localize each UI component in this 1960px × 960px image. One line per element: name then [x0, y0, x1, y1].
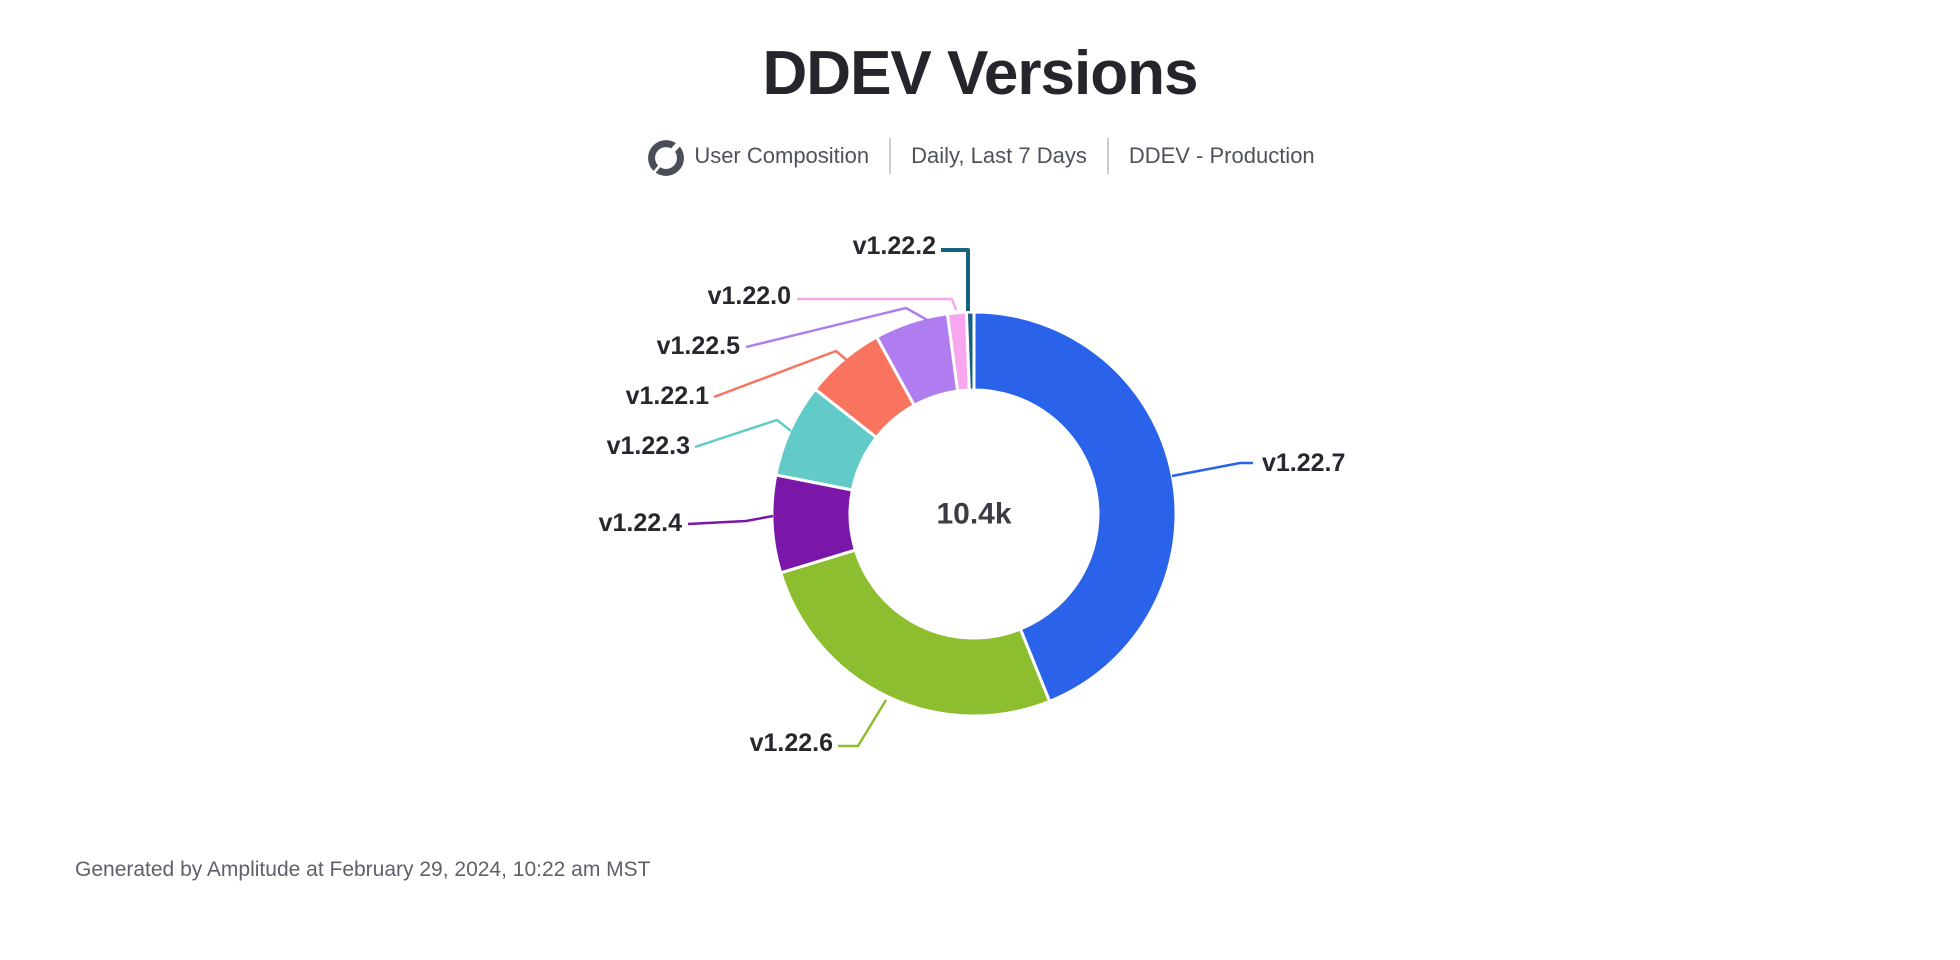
- leader-line-v1.22.7: [1171, 461, 1253, 478]
- date-range-label: Daily, Last 7 Days: [911, 143, 1087, 168]
- leader-line-v1.22.3: [694, 418, 792, 449]
- page-title: DDEV Versions: [762, 39, 1199, 108]
- donut-slice-v1.22.6[interactable]: [779, 548, 1052, 718]
- segment-label-v1.22.1: v1.22.1: [626, 382, 710, 410]
- segment-label-v1.22.7: v1.22.7: [1262, 449, 1345, 477]
- segment-label-v1.22.4: v1.22.4: [599, 509, 683, 537]
- project-name-label: DDEV - Production: [1128, 143, 1315, 168]
- leader-line-v1.22.5: [745, 306, 930, 349]
- segment-label-v1.22.0: v1.22.0: [708, 282, 791, 310]
- leader-line-v1.22.0: [797, 297, 958, 311]
- segment-label-v1.22.2: v1.22.2: [853, 232, 936, 260]
- footer-attribution: Generated by Amplitude at February 29, 2…: [75, 858, 651, 881]
- total-users-label: 10.4k: [936, 498, 1011, 531]
- donut-chart-icon: [645, 137, 687, 179]
- metric-type-label: User Composition: [694, 143, 870, 168]
- segment-label-v1.22.3: v1.22.3: [607, 432, 690, 460]
- subtitle-divider: [1106, 138, 1109, 174]
- leader-line-v1.22.4: [687, 514, 774, 526]
- chart-subtitle: User Composition Daily, Last 7 Days DDEV…: [0, 135, 1960, 177]
- leader-line-v1.22.2: [941, 248, 970, 311]
- leader-line-v1.22.1: [713, 349, 850, 399]
- donut-slice-v1.22.7[interactable]: [972, 310, 1178, 703]
- leader-line-v1.22.6: [838, 699, 888, 748]
- segment-label-v1.22.6: v1.22.6: [750, 729, 833, 757]
- subtitle-divider: [889, 138, 892, 174]
- donut-slice-v1.22.2[interactable]: [964, 310, 976, 392]
- segment-label-v1.22.5: v1.22.5: [657, 332, 741, 360]
- metric-type: User Composition: [645, 135, 869, 177]
